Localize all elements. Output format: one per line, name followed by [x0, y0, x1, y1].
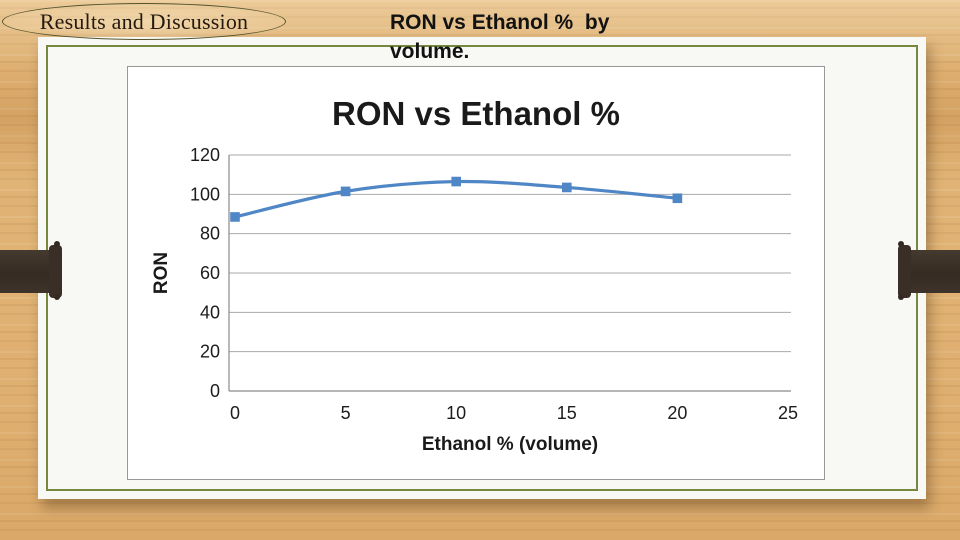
y-tick-label: 20: [200, 342, 220, 362]
data-point-marker: [340, 186, 351, 197]
x-tick-label: 0: [230, 403, 240, 423]
data-point-marker: [451, 176, 461, 187]
y-tick-label: 120: [190, 145, 220, 165]
right-ribbon-dot-bottom: [898, 294, 904, 300]
section-badge: Results and Discussion: [2, 3, 286, 40]
x-tick-label: 15: [557, 403, 577, 423]
chart-frame: 0 20 40 60 80 100 120 0 5 10 15 20 25 RON vs Ethanol …: [127, 66, 825, 480]
chart-title: RON vs Ethanol %: [332, 95, 620, 132]
y-tick-label: 100: [190, 184, 220, 204]
x-tick-label: 5: [341, 403, 351, 423]
right-ribbon: [904, 250, 960, 293]
x-tick-label: 20: [667, 403, 687, 423]
y-axis-title: RON: [151, 252, 172, 294]
series-line: [233, 179, 679, 219]
y-tick-label: 60: [200, 263, 220, 283]
data-point-marker: [672, 193, 683, 204]
x-axis-title: Ethanol % (volume): [422, 434, 598, 455]
y-tick-label: 40: [200, 302, 220, 322]
data-point-marker: [230, 212, 240, 222]
left-ribbon-dot-top: [54, 241, 60, 247]
y-tick-label: 0: [210, 381, 220, 401]
x-tick-label: 10: [446, 403, 466, 423]
left-ribbon: [0, 250, 56, 293]
x-tick-label: 25: [778, 403, 798, 423]
y-tick-label: 80: [200, 224, 220, 244]
slide-heading: RON vs Ethanol % by volume.: [390, 11, 610, 63]
ron-vs-ethanol-chart: 0 20 40 60 80 100 120 0 5 10 15 20 25 RON vs Ethanol …: [151, 95, 798, 455]
left-ribbon-dot-bottom: [54, 294, 60, 300]
left-ribbon-cap: [49, 245, 62, 298]
section-badge-label: Results and Discussion: [39, 8, 249, 34]
data-point-marker: [562, 182, 572, 193]
right-ribbon-cap: [898, 245, 911, 298]
right-ribbon-dot-top: [898, 241, 904, 247]
